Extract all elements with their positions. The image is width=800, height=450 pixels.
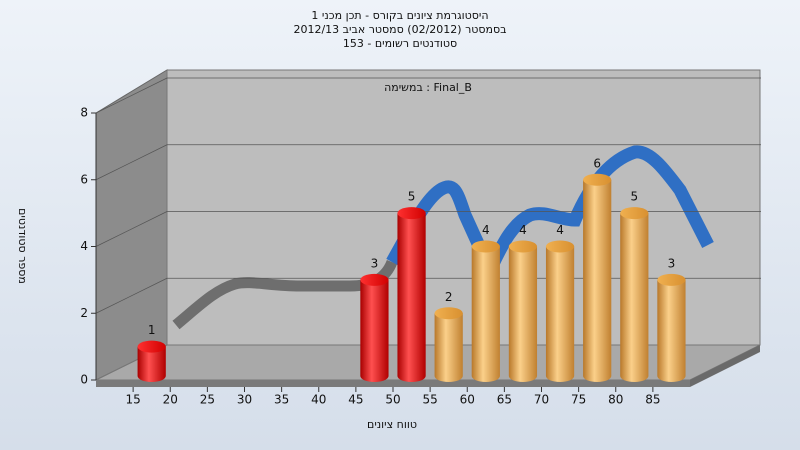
chart-subtitle: סטודנטים רשומים - 153 (343, 37, 457, 50)
value-label: 4 (556, 223, 564, 237)
value-label: 3 (668, 256, 676, 270)
y-tick-label: 4 (80, 239, 88, 253)
bar-top (471, 240, 500, 253)
value-label: 4 (519, 223, 527, 237)
value-label: 2 (445, 290, 453, 304)
x-tick-label: 30 (237, 393, 252, 407)
annotation: במשימה : Final_B (384, 81, 472, 94)
x-tick-label: 85 (645, 393, 660, 407)
y-tick-label: 2 (80, 306, 88, 320)
bar (620, 213, 649, 382)
y-axis-label: מספר סטודנטים (16, 208, 29, 284)
value-label: 4 (482, 223, 490, 237)
bar (397, 213, 426, 382)
grid-line (95, 144, 168, 181)
y-tick-label: 6 (80, 172, 88, 186)
bar (434, 313, 463, 382)
x-tick-label: 45 (348, 393, 363, 407)
x-tick-label: 70 (534, 393, 549, 407)
chart-title: היסטוגרמת ציונים בקורס - תכן מכני 1 (311, 9, 488, 22)
value-label: 5 (630, 190, 638, 204)
x-tick-label: 60 (460, 393, 475, 407)
bar-top (434, 307, 463, 320)
x-tick-label: 80 (608, 393, 623, 407)
y-tick-label: 8 (80, 106, 88, 120)
value-label: 3 (371, 256, 379, 270)
x-tick-label: 75 (571, 393, 586, 407)
bar-top (583, 173, 612, 186)
x-tick-label: 50 (385, 393, 400, 407)
grid-line (95, 277, 168, 314)
chart-subtitle: בסמסטר (02/2012) סמסטר אביב 2012/13 (293, 23, 506, 36)
bar-top (508, 240, 538, 253)
side-wall (95, 69, 168, 381)
bar-top (397, 207, 426, 220)
bar (471, 246, 500, 382)
x-tick-label: 35 (274, 393, 289, 407)
x-tick-label: 40 (311, 393, 326, 407)
trend-ribbon (386, 145, 714, 286)
floor-edge (690, 345, 760, 387)
bar (137, 346, 166, 382)
value-label: 6 (593, 156, 601, 170)
value-label: 5 (408, 190, 416, 204)
x-tick-label: 65 (497, 393, 512, 407)
y-tick-label: 0 (80, 373, 88, 387)
bar (583, 179, 612, 382)
grid-line (95, 211, 168, 247)
bar (360, 279, 389, 382)
bar (545, 246, 575, 382)
bar (657, 279, 686, 382)
x-axis-label: טווח ציונים (367, 418, 417, 431)
bar (508, 246, 538, 382)
bar-top (657, 273, 686, 286)
x-tick-label: 55 (422, 393, 437, 407)
bar-top (360, 273, 389, 286)
bar-top (545, 240, 575, 253)
grid-line (95, 77, 168, 114)
x-tick-label: 20 (163, 393, 178, 407)
x-tick-label: 15 (125, 393, 140, 407)
floor-edge (96, 380, 690, 387)
value-label: 1 (148, 323, 156, 337)
bar-top (137, 340, 166, 353)
bar-top (620, 207, 649, 220)
x-tick-label: 25 (200, 393, 215, 407)
